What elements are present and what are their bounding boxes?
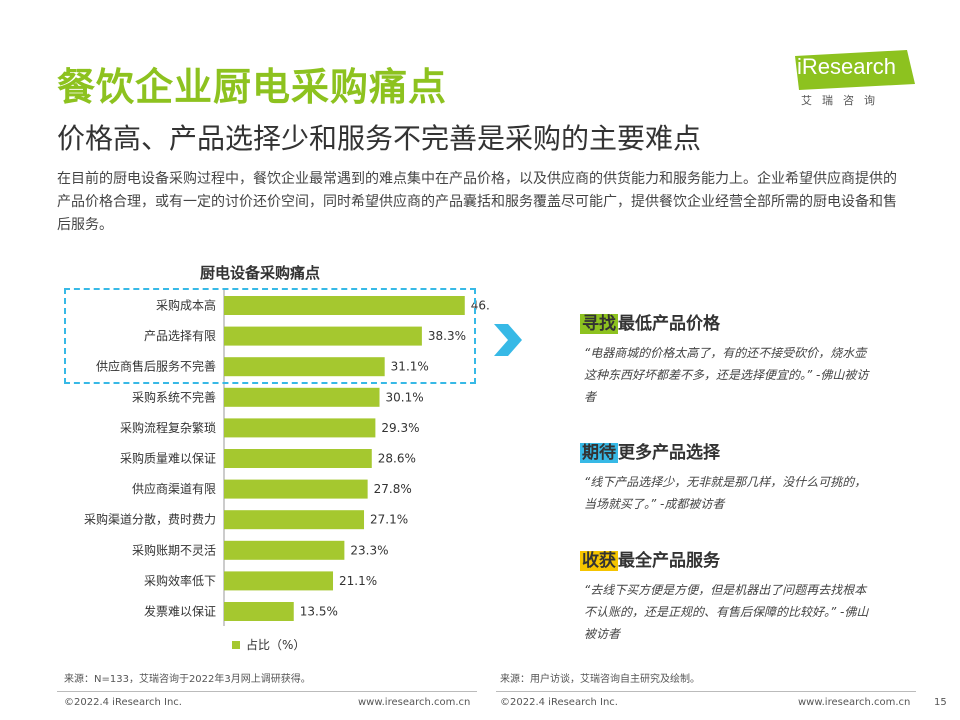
value-label: 13.5% (300, 605, 338, 619)
logo-text: iResearch (797, 54, 897, 79)
bar (224, 326, 422, 346)
insight-card-2-heading: 期待 更多产品选择 (580, 438, 720, 463)
intro-paragraph: 在目前的厨电设备采购过程中，餐饮企业最常遇到的难点集中在产品价格，以及供应商的供… (57, 171, 897, 233)
category-label: 采购效率低下 (144, 573, 216, 588)
value-label: 27.8% (374, 482, 412, 496)
copyright-right: ©2022.4 iResearch Inc. (500, 697, 618, 708)
bar (224, 418, 376, 438)
category-label: 采购成本高 (156, 298, 216, 313)
chart-title: 厨电设备采购痛点 (199, 264, 320, 282)
category-label: 发票难以保证 (144, 604, 216, 619)
insight-card-3-heading: 收获 最全产品服务 (580, 546, 720, 571)
value-label: 23.3% (350, 543, 388, 557)
logo-cn-text: 艾瑞咨询 (801, 94, 885, 107)
page-title: 餐饮企业厨电采购痛点 (57, 65, 448, 109)
top3-highlight-box (64, 288, 476, 384)
insight-card-1-quote: “电器商城的价格太高了，有的还不接受砍价，烧水壶这种东西好坏都差不多，还是选择便… (584, 346, 869, 404)
category-label: 采购渠道分散，费时费力 (84, 512, 216, 527)
copyright-left: ©2022.4 iResearch Inc. (64, 697, 182, 708)
legend-swatch (232, 641, 240, 649)
url-right: www.iresearch.com.cn (798, 697, 911, 708)
value-label: 29.3% (381, 421, 419, 435)
source-note-right: 来源：用户访谈，艾瑞咨询自主研究及绘制。 (500, 674, 700, 685)
bar (224, 449, 372, 468)
url-left: www.iresearch.com.cn (358, 697, 471, 708)
value-label: 30.1% (386, 390, 424, 404)
page-number: 15 (934, 697, 947, 708)
insight-card-1-heading: 寻找 最低产品价格 (580, 309, 720, 334)
value-label: 31.1% (391, 360, 429, 374)
insight-card-2-quote: “线下产品选择少，无非就是那几样，没什么可挑的，当场就买了。” -成都被访者 (584, 475, 867, 511)
insight-card-3-highlight: 收获 (580, 551, 618, 571)
category-label: 供应商渠道有限 (132, 481, 216, 496)
bar (224, 540, 345, 560)
footer-divider-right (496, 691, 916, 692)
value-label: 38.3% (428, 329, 466, 343)
source-note-left: 来源：N=133，艾瑞咨询于2022年3月网上调研获得。 (64, 674, 311, 685)
bar (224, 296, 465, 315)
bar-chart: 采购成本高46.6%产品选择有限38.3%供应商售后服务不完善31.1%采购系统… (84, 288, 490, 626)
category-label: 供应商售后服务不完善 (96, 359, 216, 374)
legend-label: 占比（%） (246, 638, 306, 652)
arrow-right-icon (494, 324, 522, 356)
category-label: 采购系统不完善 (132, 389, 216, 404)
iresearch-logo: iResearch 艾瑞咨询 (795, 50, 915, 110)
value-label: 27.1% (370, 513, 408, 527)
value-label: 28.6% (378, 452, 416, 466)
insight-card-2-title: 更多产品选择 (618, 443, 720, 463)
bar (224, 357, 385, 377)
logo-tag-icon (795, 50, 915, 90)
bar (224, 387, 380, 407)
insight-card-1-highlight: 寻找 (580, 314, 618, 334)
page-subtitle: 价格高、产品选择少和服务不完善是采购的主要难点 (57, 122, 702, 155)
bar (224, 479, 368, 499)
insight-card-2-highlight: 期待 (580, 443, 618, 463)
insight-card-1-title: 最低产品价格 (618, 314, 720, 334)
category-label: 采购账期不灵活 (132, 542, 216, 557)
bar (224, 510, 365, 530)
insight-card-3-title: 最全产品服务 (618, 551, 720, 571)
insight-card-3-quote: “去线下买方便是方便，但是机器出了问题再去找根本不认账的，还是正规的、有售后保障… (584, 583, 869, 641)
bar (224, 571, 334, 591)
category-label: 采购质量难以保证 (120, 451, 216, 466)
category-label: 产品选择有限 (144, 329, 216, 343)
footer-divider-left (57, 691, 477, 692)
value-label: 21.1% (339, 574, 377, 588)
category-label: 采购流程复杂繁琐 (120, 420, 216, 435)
bar (224, 602, 294, 621)
